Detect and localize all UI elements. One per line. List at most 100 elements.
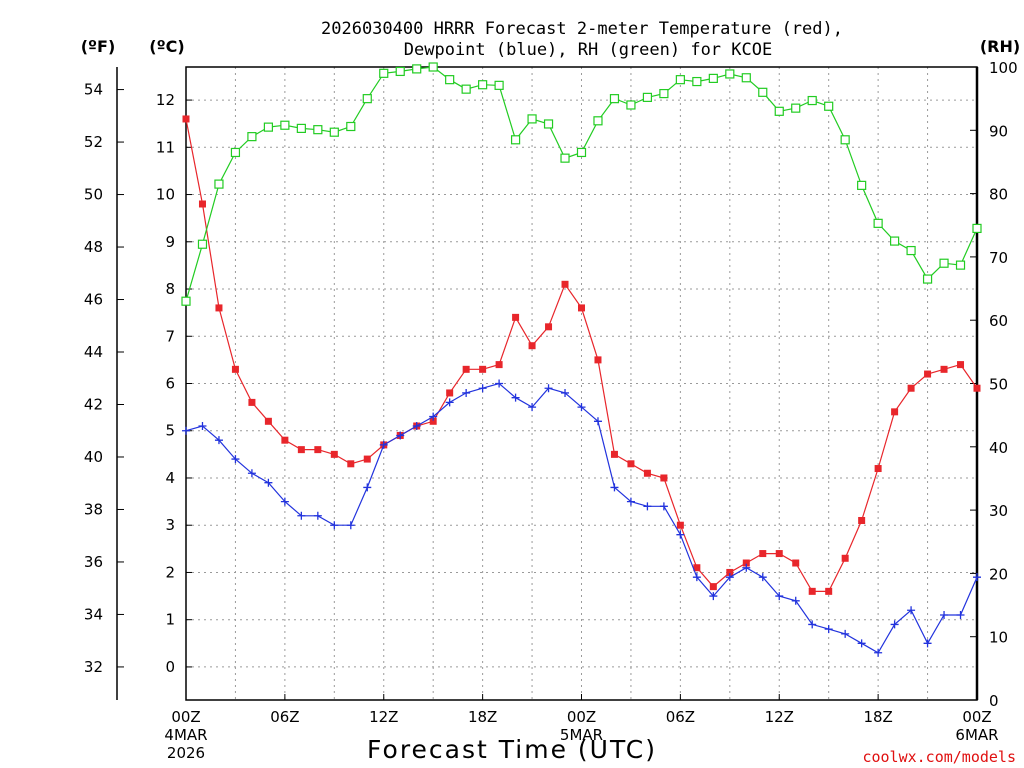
dewpoint-point xyxy=(775,592,784,601)
temperature-point xyxy=(742,559,750,567)
dewpoint-point xyxy=(346,521,355,530)
dewpoint-point xyxy=(742,563,751,572)
rh-point xyxy=(857,180,867,190)
dewpoint-point xyxy=(330,521,339,530)
temperature-point xyxy=(264,417,272,425)
dewpoint-point xyxy=(313,511,322,520)
temperature-point xyxy=(248,398,256,406)
rh-point xyxy=(510,135,521,145)
rh-point xyxy=(659,88,669,99)
rh-point xyxy=(263,122,273,132)
dewpoint-point xyxy=(198,422,207,431)
dewpoint-point xyxy=(808,620,817,629)
rh-point xyxy=(197,239,208,249)
dewpoint-point xyxy=(264,478,273,487)
temperature-point xyxy=(446,389,454,397)
temperature-point xyxy=(709,583,717,591)
rh-point xyxy=(230,147,241,158)
rh-tick-label: 100 xyxy=(989,59,1018,77)
rh-point xyxy=(741,73,751,83)
dewpoint-point xyxy=(247,469,256,478)
dewpoint-point xyxy=(709,592,718,601)
axis-ticks: 0123456789101112323436384042444648505254… xyxy=(84,59,1018,762)
rh-point xyxy=(692,76,702,87)
temperature-point xyxy=(841,554,849,562)
rh-point xyxy=(725,69,735,79)
rh-point xyxy=(346,121,356,132)
dewpoint-point xyxy=(462,388,471,397)
rh-tick-label: 50 xyxy=(989,376,1008,394)
temperature-point xyxy=(940,365,948,373)
fahrenheit-tick-label: 40 xyxy=(84,448,103,466)
celsius-tick-label: 5 xyxy=(165,422,175,440)
temperature-point xyxy=(479,365,487,373)
rh-point xyxy=(890,236,900,246)
dewpoint-point xyxy=(973,573,981,582)
celsius-tick-label: 6 xyxy=(165,375,175,393)
temperature-point xyxy=(775,550,783,558)
celsius-tick-label: 3 xyxy=(165,516,175,534)
dewpoint-point xyxy=(363,483,372,492)
chart-title-line1: 2026030400 HRRR Forecast 2-meter Tempera… xyxy=(321,19,843,39)
rh-point xyxy=(214,179,224,189)
dewpoint-point xyxy=(725,573,734,582)
rh-unit-label: (RH) xyxy=(980,37,1020,56)
dewpoint-point xyxy=(379,440,388,449)
rh-point xyxy=(527,114,537,124)
temperature-point xyxy=(231,365,239,373)
fahrenheit-tick-label: 46 xyxy=(84,291,103,309)
credit-link[interactable]: coolwx.com/models xyxy=(862,748,1016,766)
dewpoint-point xyxy=(643,502,652,511)
temperature-point xyxy=(759,550,767,558)
temperature-point xyxy=(495,361,503,369)
rh-point xyxy=(445,75,455,85)
dewpoint-point xyxy=(758,573,767,582)
dewpoint-point xyxy=(610,483,619,492)
celsius-tick-label: 10 xyxy=(156,186,175,204)
rh-point xyxy=(972,223,982,234)
dewpoint-point xyxy=(857,639,866,648)
rh-point xyxy=(181,296,191,306)
temperature-point xyxy=(462,365,470,373)
fahrenheit-tick-label: 50 xyxy=(84,186,103,204)
dewpoint-point xyxy=(791,596,800,605)
dewpoint-point xyxy=(182,426,190,435)
celsius-tick-label: 9 xyxy=(165,233,175,251)
fahrenheit-tick-label: 54 xyxy=(84,81,103,99)
temperature-point xyxy=(512,313,520,321)
temperature-point xyxy=(660,474,668,482)
rh-point xyxy=(560,153,570,163)
temperature-point xyxy=(726,568,734,576)
rh-point xyxy=(412,64,422,74)
temperature-point xyxy=(693,564,701,572)
rh-point xyxy=(906,245,916,256)
dewpoint-point xyxy=(874,648,883,657)
rh-point xyxy=(708,73,718,83)
x-tick-label: 00Z xyxy=(962,708,991,726)
temperature-point xyxy=(610,450,618,458)
dewpoint-point xyxy=(511,393,520,402)
fahrenheit-tick-label: 34 xyxy=(84,605,103,623)
dewpoint-point xyxy=(593,417,602,426)
dewpoint-point xyxy=(544,384,553,393)
rh-tick-label: 20 xyxy=(989,565,1008,583)
celsius-tick-label: 0 xyxy=(165,658,175,676)
dewpoint-point xyxy=(214,436,223,445)
x-tick-label: 12Z xyxy=(765,708,794,726)
temperature-point xyxy=(314,446,322,454)
rh-point xyxy=(955,260,966,270)
fahrenheit-tick-label: 44 xyxy=(84,343,103,361)
rh-point xyxy=(247,132,257,142)
rh-point xyxy=(626,100,636,110)
rh-point xyxy=(675,75,685,85)
temperature-point xyxy=(347,460,355,468)
dewpoint-point xyxy=(297,511,306,520)
rh-point xyxy=(791,103,801,113)
temperature-point xyxy=(594,356,602,364)
fahrenheit-unit-label: (ºF) xyxy=(81,37,116,56)
celsius-tick-label: 8 xyxy=(165,280,175,298)
celsius-tick-label: 12 xyxy=(156,91,175,109)
rh-point xyxy=(362,94,372,104)
rh-point xyxy=(428,62,438,72)
